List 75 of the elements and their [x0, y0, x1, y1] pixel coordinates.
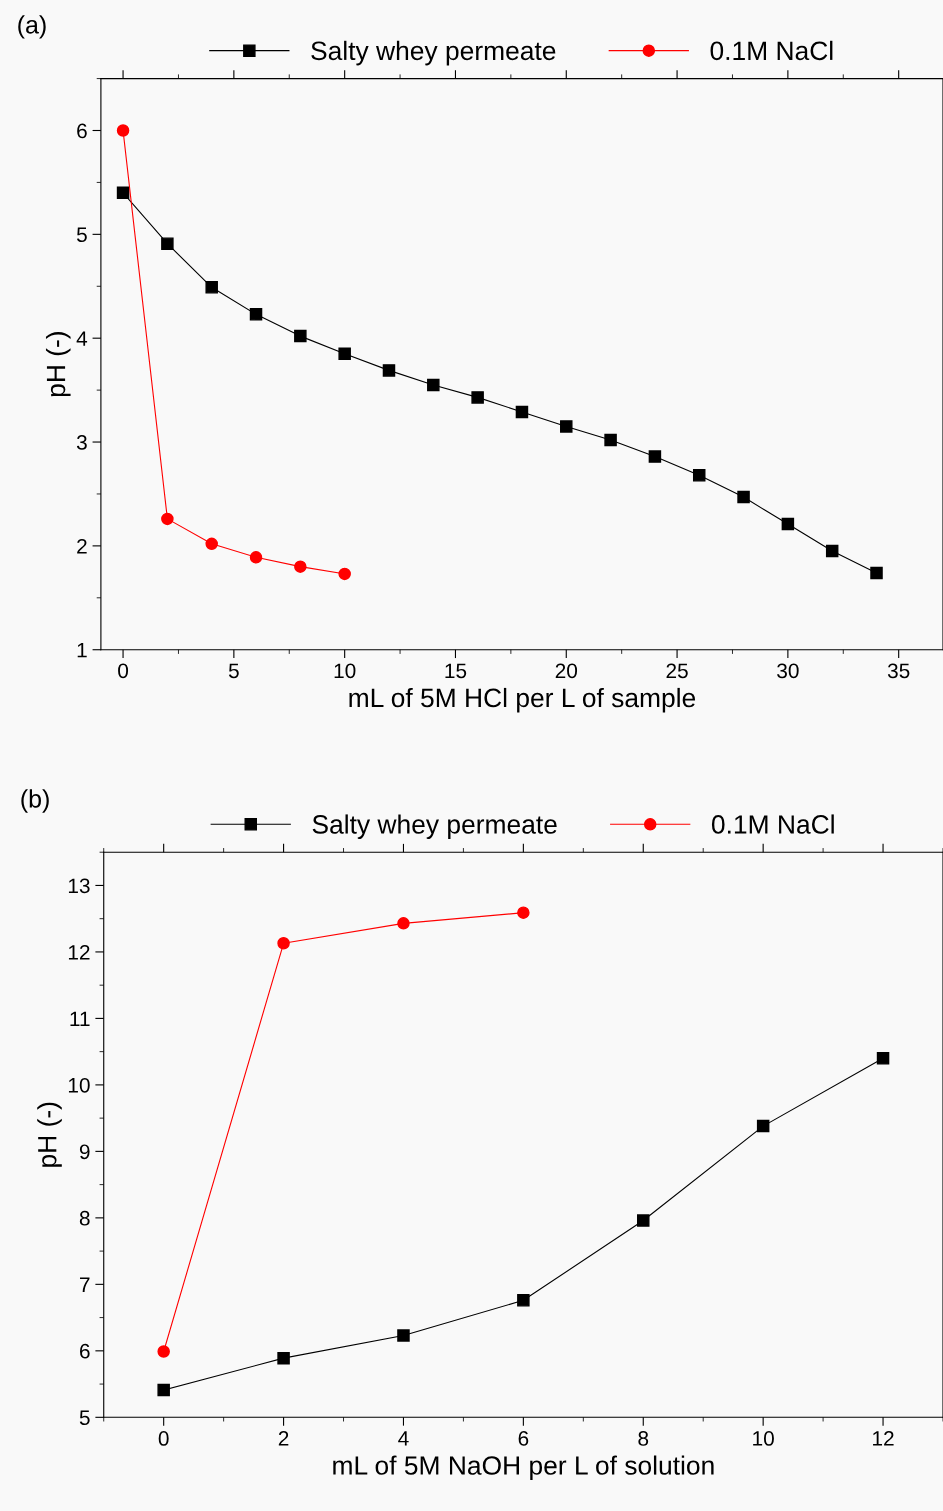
point	[294, 329, 307, 343]
legend-label: Salty whey permeate	[312, 814, 557, 840]
point	[397, 917, 410, 930]
point	[157, 1383, 170, 1397]
point	[825, 544, 839, 558]
y-tick-label: 5	[76, 227, 87, 243]
point	[277, 1351, 290, 1365]
point	[737, 490, 750, 504]
x-tick-label: 2	[278, 1431, 289, 1446]
point	[515, 405, 529, 419]
text: (b)	[21, 789, 49, 813]
point	[116, 186, 130, 200]
x-tick-label: 12	[873, 1431, 894, 1446]
y-tick-label: 11	[70, 1011, 90, 1026]
x-tick-label: 35	[887, 663, 910, 679]
legend-label: 0.1M NaCl	[710, 40, 833, 61]
y-tick-label: 3	[76, 435, 87, 450]
point	[249, 308, 263, 321]
point	[648, 450, 662, 463]
point	[876, 1052, 890, 1065]
point	[781, 517, 795, 531]
y-tick-label: 7	[80, 1277, 90, 1292]
y-tick-label: 9	[79, 1144, 90, 1160]
y-tick-label: 10	[68, 1077, 90, 1093]
x-axis-title: mL of 5M NaOH per L of solution	[333, 1455, 714, 1481]
point	[637, 1214, 650, 1227]
point	[427, 378, 440, 392]
point	[294, 560, 307, 573]
point	[517, 906, 530, 919]
point	[161, 237, 174, 250]
x-tick-label: 4	[398, 1431, 409, 1446]
point	[604, 433, 617, 447]
point	[870, 566, 883, 580]
y-tick-label: 5	[79, 1410, 90, 1426]
point	[277, 937, 290, 950]
x-tick-label: 25	[666, 663, 688, 679]
point	[249, 551, 263, 564]
point	[338, 567, 351, 581]
legend-label: Salty whey permeate	[311, 40, 556, 66]
point	[382, 364, 396, 377]
point	[517, 1294, 530, 1307]
y-axis-title: pH (-)	[45, 332, 71, 397]
point	[116, 124, 130, 137]
x-tick-label: 15	[445, 663, 467, 679]
point	[157, 1345, 170, 1358]
point	[560, 420, 573, 433]
point	[756, 1119, 770, 1133]
x-tick-label: 20	[555, 663, 578, 679]
point	[338, 347, 351, 361]
x-tick-label: 5	[228, 663, 239, 679]
point	[397, 1329, 410, 1342]
x-tick-label: 6	[518, 1431, 529, 1446]
y-tick-label: 1	[77, 642, 87, 658]
y-tick-label: 6	[77, 123, 87, 139]
x-tick-label: 10	[334, 663, 356, 679]
y-tick-label: 2	[77, 538, 87, 554]
x-tick-label: 30	[777, 663, 799, 679]
y-tick-label: 13	[68, 878, 90, 894]
x-tick-label: 8	[638, 1431, 649, 1446]
y-axis-title: pH (-)	[37, 1102, 62, 1167]
text: (a)	[18, 15, 46, 39]
point	[205, 537, 218, 551]
point	[471, 391, 484, 404]
y-tick-label: 6	[80, 1343, 90, 1359]
x-tick-label: 10	[753, 1431, 774, 1446]
point	[205, 281, 218, 294]
point	[692, 469, 706, 482]
y-tick-label: 4	[76, 331, 88, 346]
y-tick-label: 8	[79, 1210, 90, 1226]
x-tick-label: 0	[118, 663, 129, 679]
x-tick-label: 0	[158, 1431, 169, 1446]
y-tick-label: 12	[68, 944, 90, 960]
x-axis-title: mL of 5M HCl per L of sample	[349, 687, 696, 713]
point	[161, 512, 174, 526]
legend-label: 0.1M NaCl	[711, 814, 834, 834]
